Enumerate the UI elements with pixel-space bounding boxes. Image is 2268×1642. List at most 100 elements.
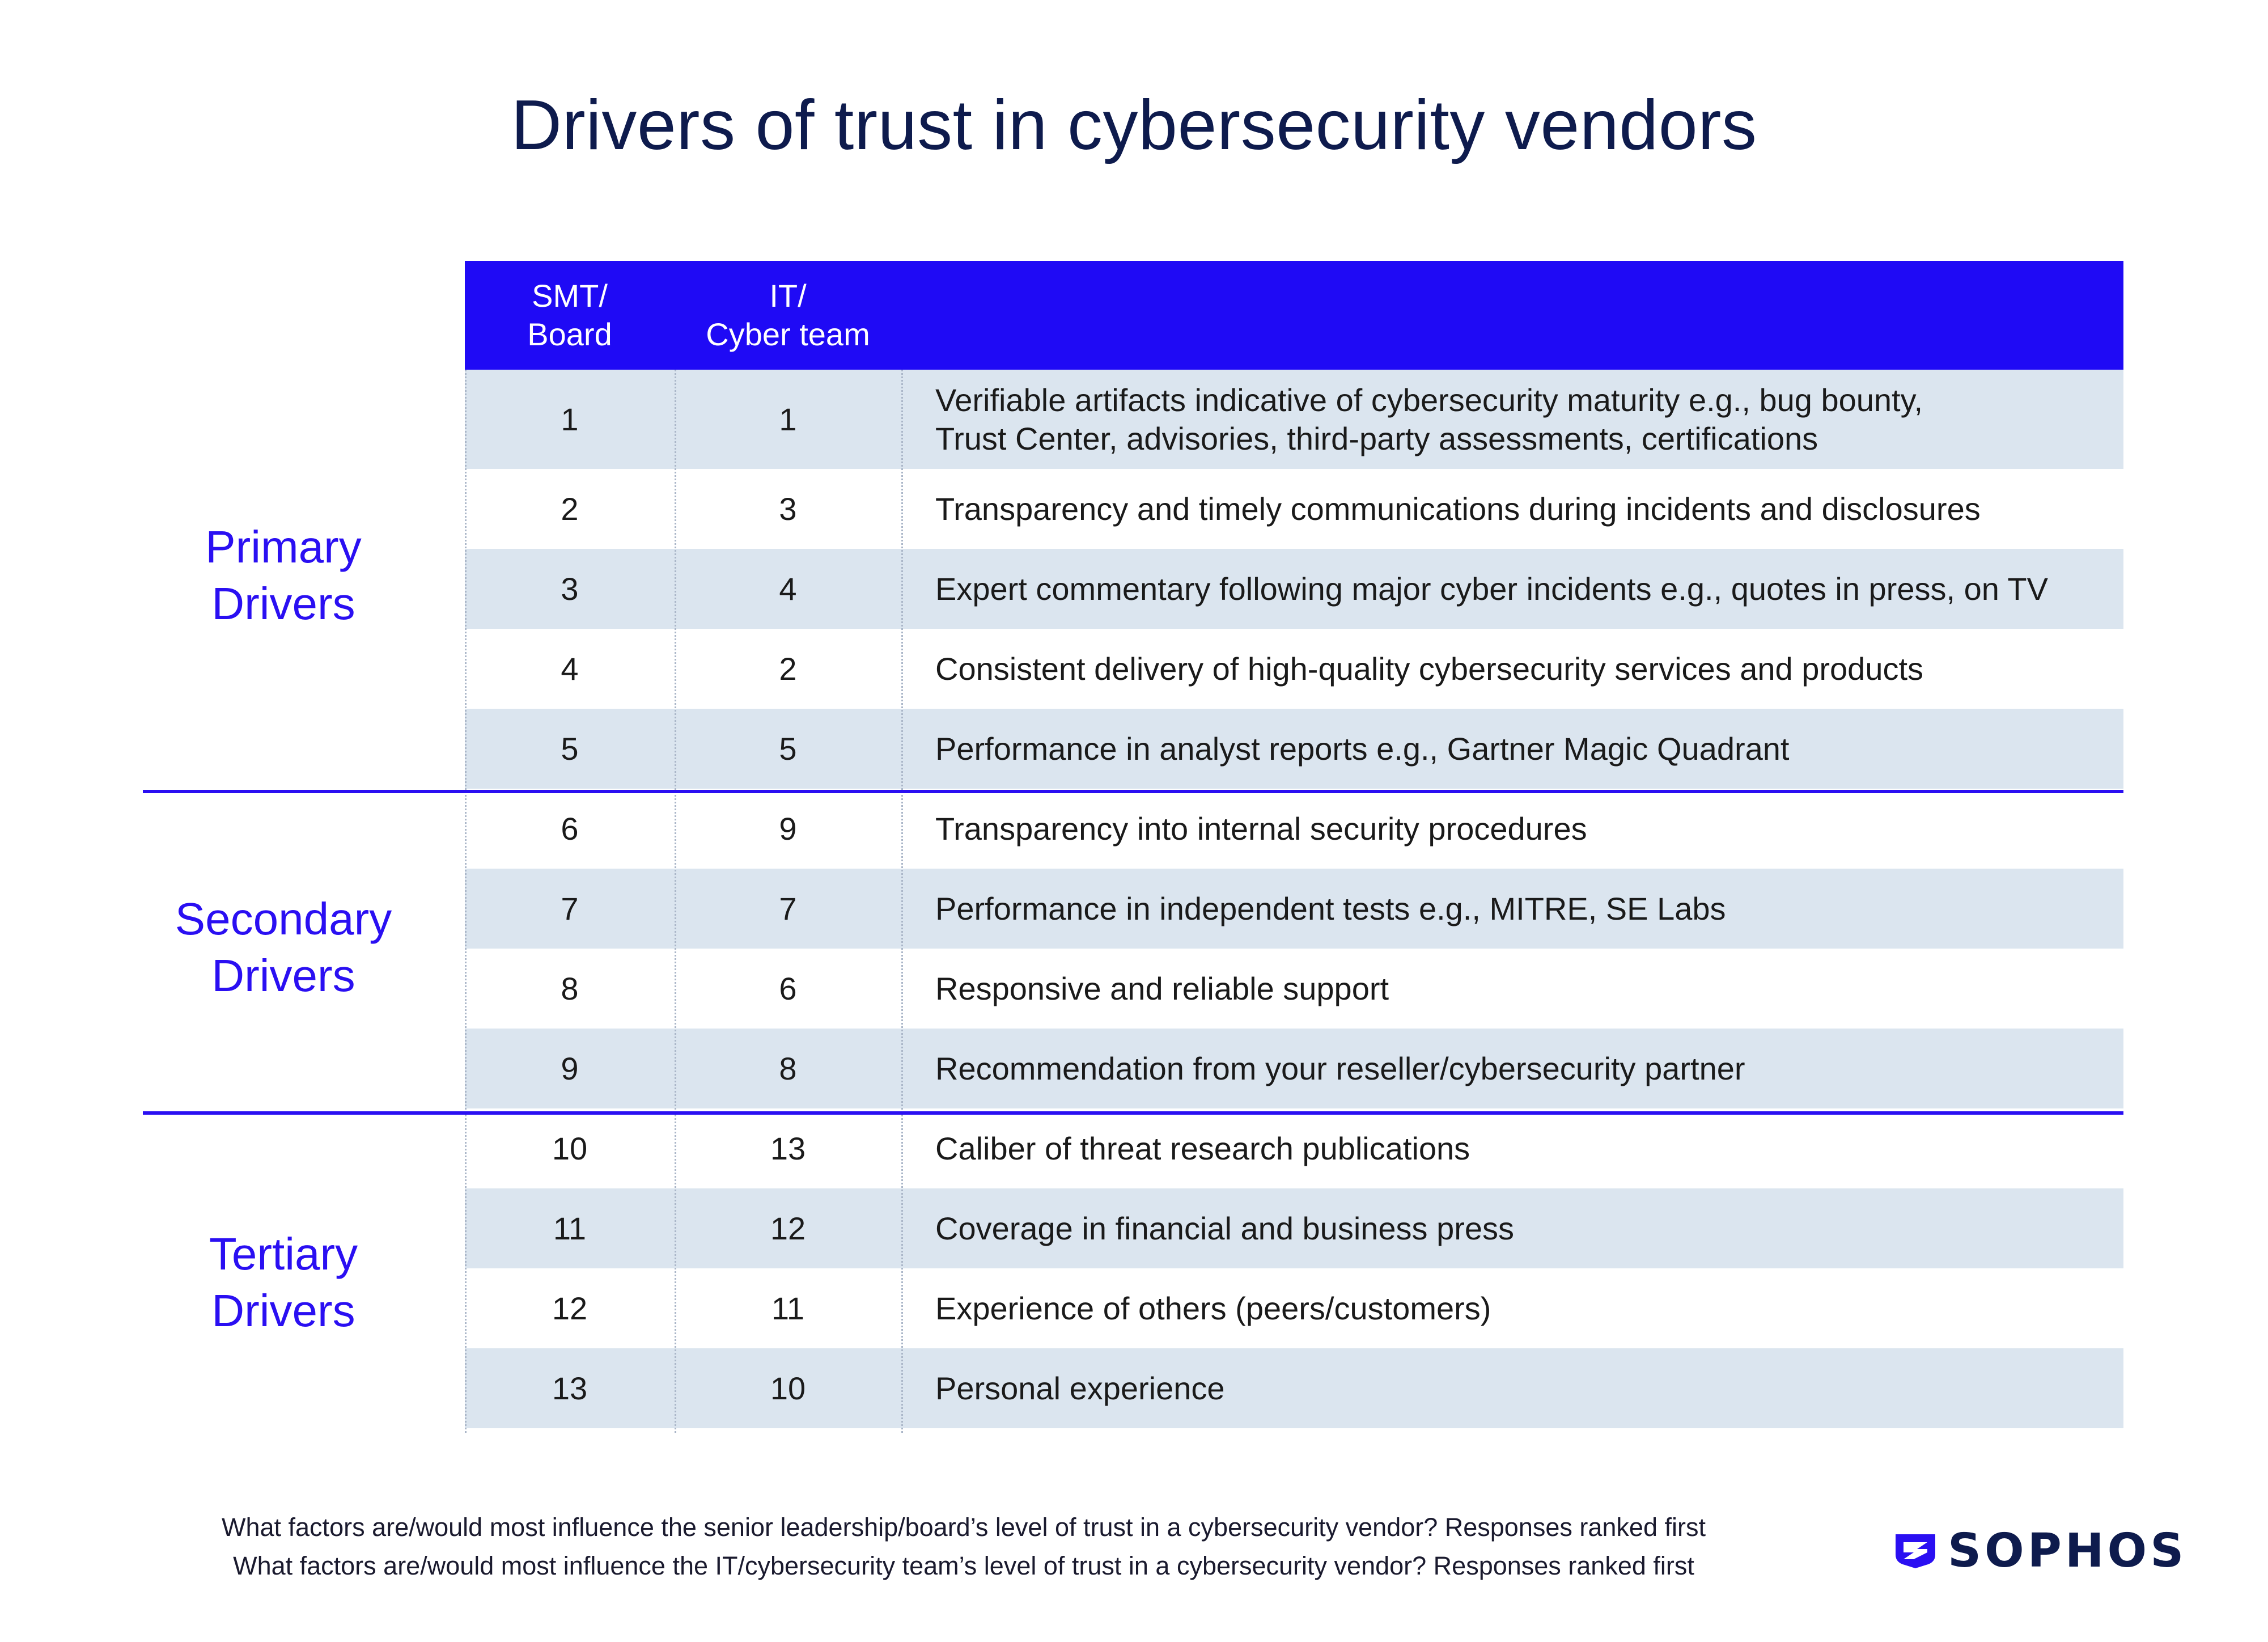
table-row: 7 7 Performance in independent tests e.g.,… — [465, 869, 2123, 949]
driver-description: Experience of others (peers/customers) — [935, 1289, 1491, 1328]
table-row: 10 13 Caliber of threat research publicati… — [465, 1108, 2123, 1188]
smt-rank-cell: 5 — [561, 730, 579, 767]
driver-description: Consistent delivery of high-quality cybe… — [935, 650, 1923, 688]
driver-description-line: Caliber of threat research publications — [935, 1130, 1470, 1166]
driver-description-line: Responsive and reliable support — [935, 970, 1389, 1006]
driver-description-line: Transparency and timely communications d… — [935, 490, 1981, 527]
driver-description-cell: Responsive and reliable support — [935, 949, 2120, 1029]
driver-description-cell: Experience of others (peers/customers) — [935, 1268, 2120, 1348]
table-header: SMT/ Board IT/ Cyber team — [465, 261, 2123, 370]
table-row: 9 8 Recommendation from your reseller/cybe… — [465, 1029, 2123, 1108]
driver-description: Responsive and reliable support — [935, 970, 1389, 1008]
smt-rank-cell: 2 — [561, 490, 579, 527]
driver-description-cell: Transparency and timely communications d… — [935, 469, 2120, 549]
driver-description: Performance in analyst reports e.g., Gar… — [935, 730, 1789, 768]
driver-description: Transparency and timely communications d… — [935, 490, 1981, 528]
header-it-line2: Cyber team — [706, 316, 870, 352]
it-rank-cell: 4 — [779, 570, 797, 607]
group-divider — [143, 790, 2123, 793]
table-body: 1 1 Verifiable artifacts indicative of cyb… — [465, 370, 2123, 1433]
column-separator — [465, 370, 467, 1433]
table-row: 12 11 Experience of others (peers/customer… — [465, 1268, 2123, 1348]
group-label-tertiary: Tertiary Drivers — [0, 1226, 567, 1339]
header-smt-line1: SMT/ — [532, 278, 608, 314]
driver-description: Caliber of threat research publications — [935, 1129, 1470, 1168]
group-secondary-line1: Secondary — [175, 894, 392, 944]
driver-description-line: Performance in independent tests e.g., M… — [935, 890, 1726, 926]
driver-description-cell: Transparency into internal security proc… — [935, 789, 2120, 869]
driver-description-cell: Coverage in financial and business press — [935, 1188, 2120, 1268]
sophos-logo: SOPHOS — [1893, 1524, 2233, 1578]
footnote-it: What factors are/would most influence th… — [233, 1551, 1694, 1580]
header-it-cyber: IT/ Cyber team — [675, 261, 901, 370]
sophos-shield-icon — [1896, 1534, 1935, 1568]
header-it-line1: IT/ — [769, 278, 807, 314]
driver-description-line: Consistent delivery of high-quality cybe… — [935, 650, 1924, 687]
driver-description: Personal experience — [935, 1369, 1225, 1408]
driver-description-cell: Performance in independent tests e.g., M… — [935, 869, 2120, 949]
it-rank-cell: 12 — [770, 1210, 806, 1246]
driver-description-line: Verifiable artifacts indicative of cyber… — [935, 382, 1923, 418]
smt-rank-cell: 4 — [561, 650, 579, 687]
driver-description-cell: Expert commentary following major cyber … — [935, 549, 2120, 629]
driver-description-cell: Recommendation from your reseller/cybers… — [935, 1029, 2120, 1108]
table-row: 1 1 Verifiable artifacts indicative of cyb… — [465, 370, 2123, 469]
column-separator — [901, 370, 903, 1433]
driver-description: Performance in independent tests e.g., M… — [935, 890, 1726, 928]
smt-rank-cell: 7 — [561, 890, 579, 926]
it-rank-cell: 13 — [770, 1130, 806, 1166]
it-rank-cell: 8 — [779, 1050, 797, 1086]
driver-description-cell: Consistent delivery of high-quality cybe… — [935, 629, 2120, 709]
table-row: 2 3 Transparency and timely communications… — [465, 469, 2123, 549]
table-row: 3 4 Expert commentary following major cybe… — [465, 549, 2123, 629]
table-row: 5 5 Performance in analyst reports e.g., G… — [465, 709, 2123, 789]
footnote-smt: What factors are/would most influence th… — [222, 1513, 1706, 1542]
table-row: 8 6 Responsive and reliable support — [465, 949, 2123, 1029]
driver-description-line: Coverage in financial and business press — [935, 1210, 1515, 1246]
it-rank-cell: 11 — [771, 1290, 805, 1326]
it-rank-cell: 5 — [779, 730, 797, 767]
driver-description: Coverage in financial and business press — [935, 1209, 1514, 1248]
column-separator — [675, 370, 676, 1433]
driver-description: Transparency into internal security proc… — [935, 810, 1587, 848]
drivers-table: SMT/ Board IT/ Cyber team 1 1 Verifiable a… — [465, 261, 2123, 1433]
smt-rank-cell: 6 — [561, 810, 579, 847]
driver-description: Recommendation from your reseller/cybers… — [935, 1049, 1745, 1088]
group-label-secondary: Secondary Drivers — [0, 891, 567, 1004]
driver-description-line: Expert commentary following major cyber … — [935, 570, 2048, 607]
driver-description-line: Transparency into internal security proc… — [935, 810, 1587, 847]
smt-rank-cell: 11 — [553, 1210, 587, 1246]
driver-description-line: Personal experience — [935, 1370, 1225, 1406]
driver-description-line: Performance in analyst reports e.g., Gar… — [935, 730, 1790, 767]
driver-description-line: Experience of others (peers/customers) — [935, 1290, 1491, 1326]
it-rank-cell: 9 — [779, 810, 797, 847]
group-tertiary-line2: Drivers — [211, 1285, 355, 1336]
it-rank-cell: 3 — [779, 490, 797, 527]
group-tertiary-line1: Tertiary — [209, 1229, 358, 1279]
driver-description: Expert commentary following major cyber … — [935, 570, 2048, 608]
driver-description-line: Trust Center, advisories, third-party as… — [935, 420, 1818, 456]
it-rank-cell: 6 — [779, 970, 797, 1006]
group-primary-line2: Drivers — [211, 578, 355, 629]
group-primary-line1: Primary — [205, 522, 362, 572]
header-description — [901, 261, 2123, 370]
it-rank-cell: 7 — [779, 890, 797, 926]
table-row: 4 2 Consistent delivery of high-quality cy… — [465, 629, 2123, 709]
smt-rank-cell: 8 — [561, 970, 579, 1006]
table-row: 6 9 Transparency into internal security pr… — [465, 789, 2123, 869]
it-rank-cell: 1 — [779, 401, 797, 437]
header-smt-board: SMT/ Board — [465, 261, 675, 370]
driver-description-cell: Performance in analyst reports e.g., Gar… — [935, 709, 2120, 789]
smt-rank-cell: 9 — [561, 1050, 579, 1086]
it-rank-cell: 2 — [779, 650, 797, 687]
driver-description-line: Recommendation from your reseller/cybers… — [935, 1050, 1745, 1086]
driver-description-cell: Personal experience — [935, 1348, 2120, 1428]
chart-title: Drivers of trust in cybersecurity vendor… — [511, 86, 1757, 164]
driver-description-cell: Caliber of threat research publications — [935, 1108, 2120, 1188]
group-label-primary: Primary Drivers — [0, 519, 567, 632]
smt-rank-cell: 13 — [552, 1370, 588, 1406]
smt-rank-cell: 1 — [561, 401, 579, 437]
group-secondary-line2: Drivers — [211, 950, 355, 1001]
table-row: 11 12 Coverage in financial and business p… — [465, 1188, 2123, 1268]
sophos-wordmark: SOPHOS — [1948, 1523, 2188, 1578]
